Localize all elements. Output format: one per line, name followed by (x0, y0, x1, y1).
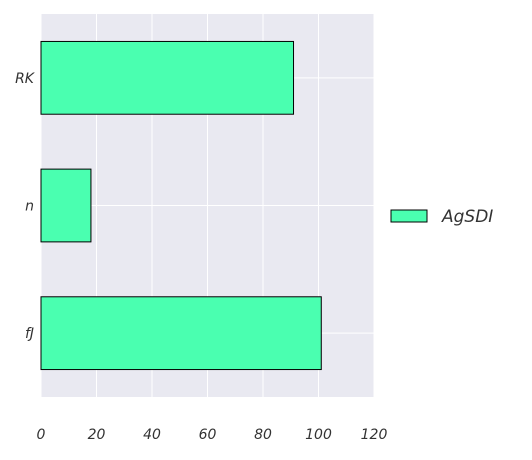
y-tick-label: n (25, 199, 34, 215)
legend: AgSDI (390, 207, 493, 227)
legend-label: AgSDI (441, 207, 493, 227)
bar-RK (40, 40, 295, 115)
x-tick-label: 80 (254, 427, 272, 443)
legend-swatch (390, 209, 428, 223)
x-tick-label: 20 (88, 427, 106, 443)
x-tick-labels: 0 20 40 60 80 100 120 (37, 427, 388, 443)
bars (40, 40, 322, 371)
bar-fJ (40, 296, 322, 371)
bar-n (40, 168, 92, 243)
x-tick-label: 100 (305, 427, 332, 443)
y-tick-label: fJ (25, 326, 34, 342)
y-tick-labels: RK n fJ (15, 71, 36, 342)
x-tick-label: 40 (143, 427, 161, 443)
x-tick-label: 0 (37, 427, 46, 443)
y-tick-label: RK (15, 71, 36, 87)
x-tick-label: 60 (199, 427, 217, 443)
x-tick-label: 120 (361, 427, 388, 443)
